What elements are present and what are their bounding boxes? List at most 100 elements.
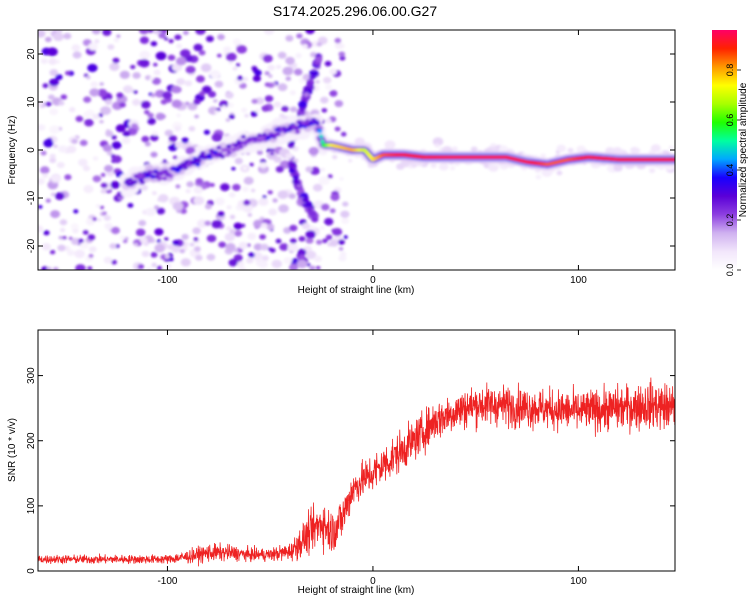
spectrogram-cell bbox=[72, 51, 82, 59]
spectrogram-cell bbox=[95, 204, 101, 208]
spectrogram-cell bbox=[193, 237, 199, 242]
spectrogram-cell bbox=[242, 76, 249, 82]
spectrogram-cell bbox=[239, 82, 247, 89]
spectrogram-cell bbox=[329, 208, 336, 214]
spectrogram-cell bbox=[121, 137, 131, 145]
spectrogram-cell bbox=[155, 112, 165, 121]
spectrogram-cell bbox=[329, 239, 339, 247]
spectrogram-cell bbox=[42, 173, 49, 179]
spectrogram-cell bbox=[133, 242, 139, 247]
spectrogram-cell bbox=[223, 147, 229, 152]
spectrogram-cell bbox=[266, 223, 275, 230]
spectrogram-cell bbox=[167, 54, 176, 61]
spectrogram-cell bbox=[301, 222, 310, 230]
spectrogram-cell bbox=[204, 220, 211, 226]
spectrogram-cell bbox=[139, 50, 151, 60]
spectrogram-cell bbox=[132, 179, 138, 184]
spectrogram-cell bbox=[320, 139, 325, 144]
spectrogram-cell bbox=[172, 201, 184, 211]
spectrogram-cell bbox=[258, 197, 269, 206]
spectrogram-cell bbox=[259, 234, 266, 240]
spectrogram-cell bbox=[232, 38, 241, 45]
spectrogram-cell bbox=[139, 36, 149, 44]
spectrogram-cell bbox=[109, 62, 120, 71]
spectrogram-cell bbox=[540, 153, 547, 159]
spectrogram-cell bbox=[207, 155, 213, 160]
spectrogram-cell bbox=[102, 30, 112, 36]
spectrogram-cell bbox=[105, 99, 112, 105]
spectrogram-cell bbox=[102, 144, 113, 152]
spectrogram-cell bbox=[168, 39, 174, 44]
spectrogram-cell bbox=[327, 174, 333, 179]
spectrogram-cell bbox=[297, 248, 307, 256]
spectrogram-cell bbox=[87, 234, 96, 241]
spectrogram-cell bbox=[111, 135, 117, 140]
spectrogram-cell bbox=[321, 108, 328, 113]
spectrogram-cell bbox=[318, 176, 330, 186]
spectrogram-cell bbox=[58, 145, 68, 153]
snr-x-label: Height of straight line (km) bbox=[298, 585, 415, 596]
spectrogram-cell bbox=[141, 135, 150, 143]
spectrogram-cell bbox=[133, 90, 138, 94]
spectrogram-cell bbox=[340, 210, 350, 218]
spectrogram-cell bbox=[556, 170, 563, 176]
spectrogram-cell bbox=[164, 129, 173, 137]
spectrogram-cell bbox=[260, 222, 268, 229]
spectrogram-cell bbox=[314, 56, 323, 63]
spectrogram-cell bbox=[84, 118, 94, 127]
spectrogram-cell bbox=[228, 114, 235, 120]
spectrogram-cell bbox=[303, 92, 310, 97]
spectrogram-cell bbox=[40, 166, 50, 174]
spectrogram-cell bbox=[309, 265, 316, 270]
spectrogram-cell bbox=[338, 255, 347, 262]
spectrogram-cell bbox=[289, 90, 296, 96]
spectrogram-cell bbox=[261, 105, 270, 112]
spectrogram-cell bbox=[150, 174, 157, 179]
spectrogram-cell bbox=[224, 232, 235, 242]
spectrogram-cell bbox=[181, 233, 189, 240]
spectrogram-cell bbox=[49, 125, 60, 134]
spectrogram-cell bbox=[241, 223, 246, 228]
spectrogram-cell bbox=[238, 266, 246, 270]
spectrogram-cell bbox=[53, 32, 64, 42]
spectrogram-cell bbox=[97, 218, 102, 222]
spectrogram-cell bbox=[139, 237, 148, 244]
spectrogram-cell bbox=[136, 175, 142, 180]
spectrogram-cell bbox=[201, 85, 212, 94]
spectrogram-cell bbox=[149, 76, 155, 81]
spectrogram-cell bbox=[195, 30, 206, 35]
spectrogram-cell bbox=[320, 203, 330, 211]
spectrogram-cell bbox=[348, 159, 353, 163]
spectrogram-cell bbox=[231, 167, 236, 171]
spectrogram-cell bbox=[225, 243, 236, 252]
spectrogram-cell bbox=[302, 73, 311, 81]
spectrogram-cell bbox=[92, 217, 97, 222]
spectrogram-cell bbox=[75, 264, 86, 270]
spectrogram-cell bbox=[65, 70, 71, 76]
spectrogram-cell bbox=[295, 129, 301, 135]
spectrogram-cell bbox=[329, 90, 338, 97]
spectrogram-cell bbox=[668, 145, 674, 150]
spectrogram-cell bbox=[292, 146, 299, 152]
colorbar-tick-label: 0.4 bbox=[725, 164, 735, 177]
spectrogram-cell bbox=[451, 146, 458, 152]
x-tick-label: -100 bbox=[157, 275, 177, 286]
spectrogram-cell bbox=[119, 235, 126, 240]
spectrogram-cell bbox=[283, 227, 292, 234]
colorbar: 0.0 0.2 0.4 0.6 0.8 Normalized spectral ampl… bbox=[712, 30, 749, 276]
spectrogram-cell bbox=[49, 108, 59, 116]
spectrogram-cell bbox=[91, 30, 101, 35]
spectrogram-cell bbox=[305, 237, 314, 244]
spectrogram-cell bbox=[275, 132, 281, 137]
spectrogram-cell bbox=[273, 101, 282, 108]
spectrogram-cell bbox=[122, 239, 128, 244]
spectrogram-cell bbox=[44, 30, 53, 34]
spectrogram-x-label: Height of straight line (km) bbox=[298, 285, 415, 296]
spectrogram-cell bbox=[43, 230, 50, 236]
spectrogram-cell bbox=[314, 121, 321, 126]
spectrogram-cell bbox=[316, 239, 323, 245]
spectrogram-cell bbox=[213, 99, 218, 103]
y-tick-label: 0 bbox=[26, 147, 37, 153]
